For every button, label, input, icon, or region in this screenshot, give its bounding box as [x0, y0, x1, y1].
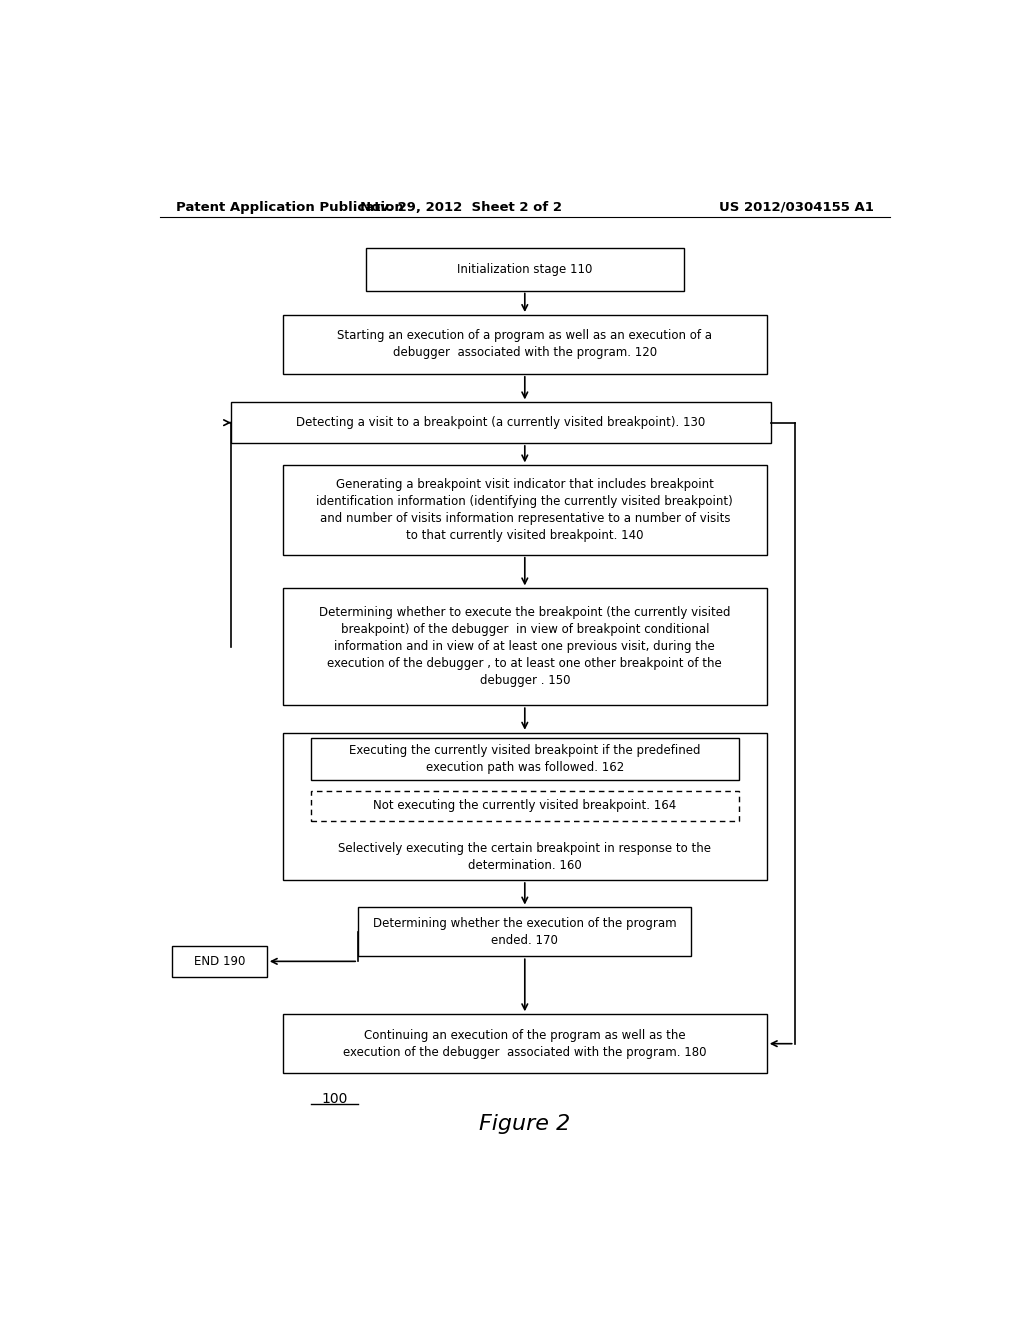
FancyBboxPatch shape [283, 315, 767, 374]
Text: Continuing an execution of the program as well as the
execution of the debugger : Continuing an execution of the program a… [343, 1028, 707, 1059]
Text: Figure 2: Figure 2 [479, 1114, 570, 1134]
Text: Determining whether to execute the breakpoint (the currently visited
breakpoint): Determining whether to execute the break… [319, 606, 730, 688]
Text: Determining whether the execution of the program
ended. 170: Determining whether the execution of the… [373, 917, 677, 946]
Text: Initialization stage 110: Initialization stage 110 [457, 263, 593, 276]
Text: Nov. 29, 2012  Sheet 2 of 2: Nov. 29, 2012 Sheet 2 of 2 [360, 201, 562, 214]
FancyBboxPatch shape [283, 1014, 767, 1073]
Text: Selectively executing the certain breakpoint in response to the
determination. 1: Selectively executing the certain breakp… [338, 842, 712, 871]
Text: US 2012/0304155 A1: US 2012/0304155 A1 [719, 201, 873, 214]
Text: Starting an execution of a program as well as an execution of a
debugger  associ: Starting an execution of a program as we… [337, 330, 713, 359]
FancyBboxPatch shape [310, 791, 739, 821]
FancyBboxPatch shape [310, 738, 739, 780]
FancyBboxPatch shape [283, 733, 767, 880]
Text: 100: 100 [322, 1092, 347, 1106]
Text: END 190: END 190 [194, 954, 245, 968]
Text: Patent Application Publication: Patent Application Publication [176, 201, 403, 214]
Text: Detecting a visit to a breakpoint (a currently visited breakpoint). 130: Detecting a visit to a breakpoint (a cur… [296, 416, 706, 429]
Text: Generating a breakpoint visit indicator that includes breakpoint
identification : Generating a breakpoint visit indicator … [316, 478, 733, 543]
FancyBboxPatch shape [367, 248, 684, 290]
FancyBboxPatch shape [172, 946, 267, 977]
FancyBboxPatch shape [283, 589, 767, 705]
FancyBboxPatch shape [231, 403, 771, 444]
FancyBboxPatch shape [358, 907, 691, 956]
Text: Not executing the currently visited breakpoint. 164: Not executing the currently visited brea… [373, 800, 677, 812]
Text: Executing the currently visited breakpoint if the predefined
execution path was : Executing the currently visited breakpoi… [349, 744, 700, 774]
FancyBboxPatch shape [283, 466, 767, 554]
